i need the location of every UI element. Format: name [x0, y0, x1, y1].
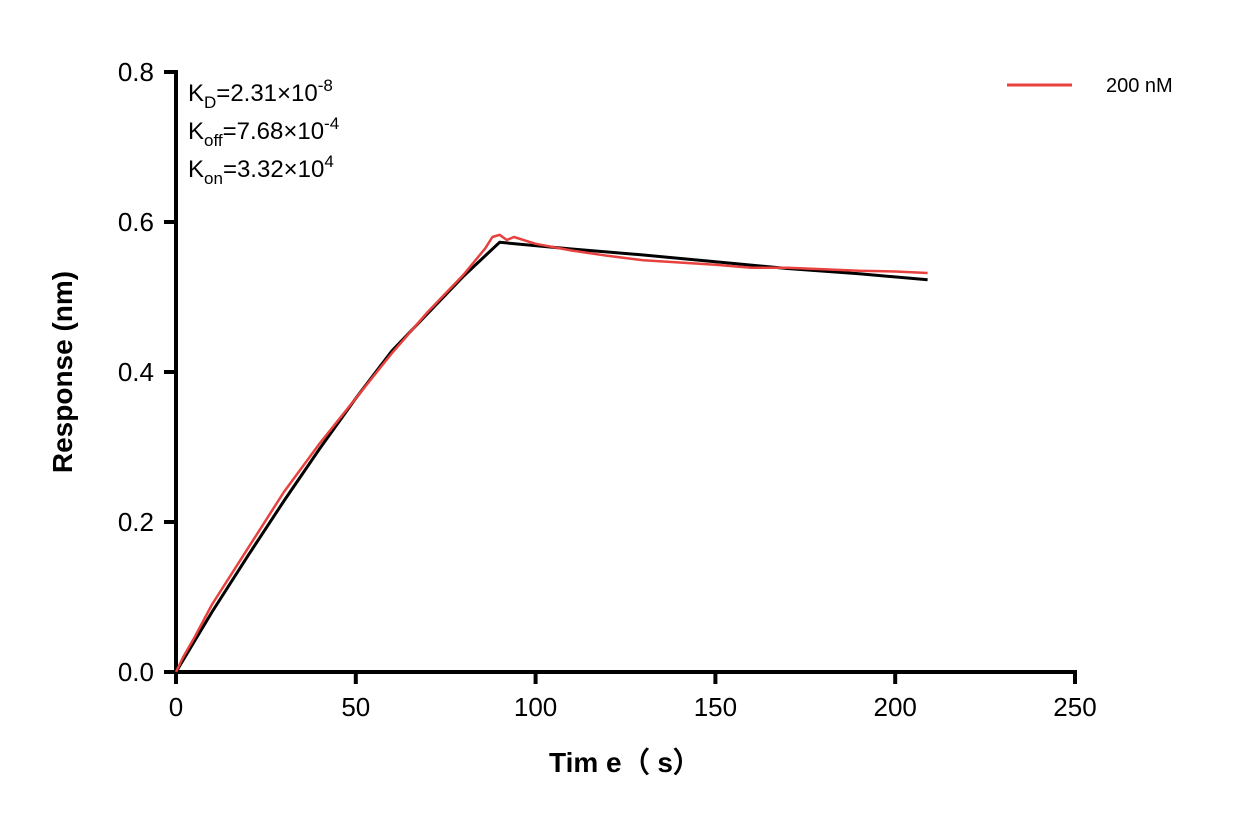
x-tick-label: 150 — [694, 692, 737, 722]
y-tick-label: 0.0 — [118, 657, 154, 687]
series-200nm-line — [174, 233, 928, 673]
y-axis-label: Response (nm) — [47, 271, 78, 473]
axes: 0 50 100 150 200 250 0.0 0.2 0.4 0.6 0.8 — [118, 57, 1097, 722]
x-tick-label: 100 — [514, 692, 557, 722]
y-tick-label: 0.4 — [118, 357, 154, 387]
x-tick-label: 50 — [341, 692, 370, 722]
annotation-D: KD=2.31×10-8 — [188, 76, 333, 112]
x-axis-label: Tim e（ s） — [549, 746, 701, 778]
annotation-off: Koff=7.68×10-4 — [188, 114, 339, 150]
legend: 200 nM — [1007, 75, 1173, 97]
y-tick-label: 0.8 — [118, 57, 154, 87]
y-tick-label: 0.2 — [118, 507, 154, 537]
x-tick-label: 250 — [1053, 692, 1096, 722]
y-tick-label: 0.6 — [118, 207, 154, 237]
annotation-on: Kon=3.32×104 — [188, 152, 334, 188]
x-tick-label: 200 — [874, 692, 917, 722]
legend-label: 200 nM — [1106, 75, 1173, 97]
x-tick-label: 0 — [169, 692, 183, 722]
fit-curve — [174, 240, 928, 673]
series-group — [174, 233, 928, 673]
